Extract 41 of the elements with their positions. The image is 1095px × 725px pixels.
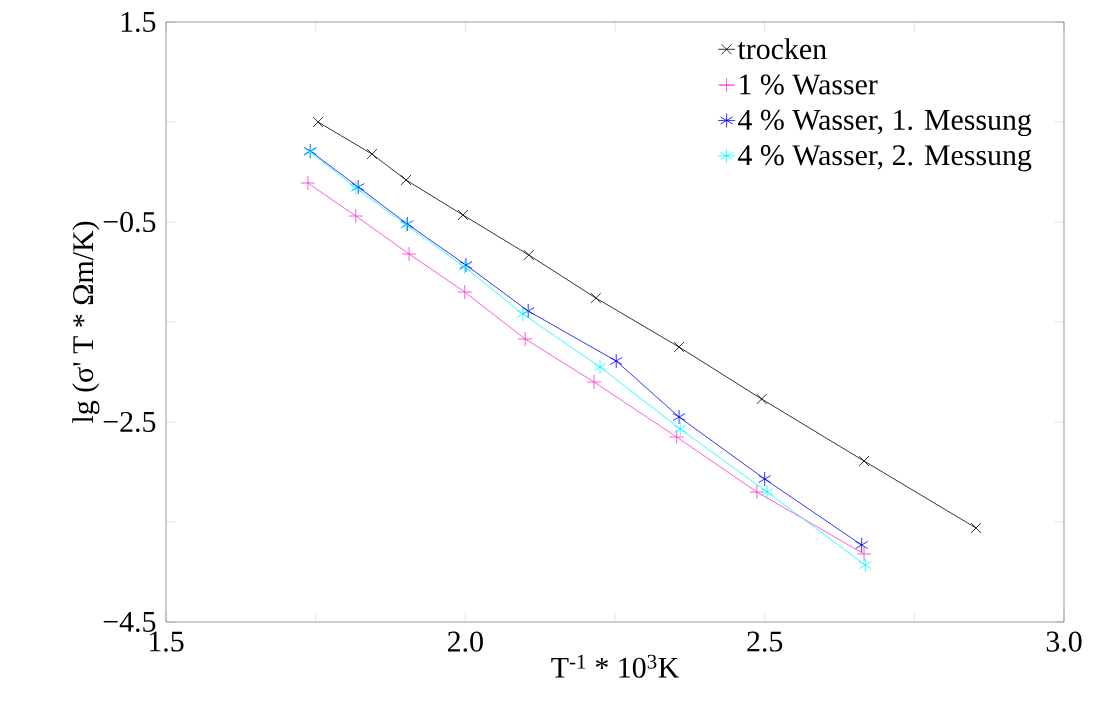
- point: [593, 359, 607, 375]
- point: [856, 546, 872, 562]
- point: [673, 341, 685, 353]
- point: [590, 292, 602, 304]
- point: [855, 537, 869, 553]
- point: [858, 455, 870, 467]
- point: [749, 484, 765, 500]
- x-tick-label: 2.5: [747, 631, 783, 652]
- point: [672, 409, 686, 425]
- point: [758, 471, 772, 487]
- legend-label: 4 % Wasser, 2. Messung: [738, 145, 1032, 172]
- y-tick-label: −4.5: [103, 611, 156, 633]
- point: [523, 249, 535, 261]
- point: [858, 557, 872, 573]
- x-tick-label: 1.5: [149, 631, 184, 652]
- point: [457, 209, 469, 221]
- point: [669, 429, 685, 445]
- y-axis-title: lg (σ' T * Ωm/K): [72, 221, 100, 423]
- point: [516, 306, 530, 322]
- point: [300, 175, 316, 191]
- point: [312, 116, 324, 128]
- point: [517, 331, 533, 347]
- legend-label: trocken: [737, 38, 827, 60]
- point: [401, 246, 417, 262]
- point: [760, 484, 774, 500]
- point: [756, 393, 768, 405]
- x-tick-label: 2.0: [447, 631, 483, 652]
- legend-label: 1 % Wasser: [740, 74, 878, 95]
- point: [673, 421, 687, 437]
- y-tick-label: 1.5: [121, 11, 156, 33]
- y-tick-label: −2.5: [103, 411, 156, 433]
- y-tick-label: −0.5: [103, 211, 156, 233]
- x-axis-title: T$^{-1}$ * 10$^{3}$K: [551, 654, 679, 678]
- legend-label: 4 % Wasser, 1. Messung: [738, 109, 1032, 137]
- point: [400, 174, 412, 186]
- x-tick-label: 3.0: [1046, 631, 1082, 652]
- point: [586, 374, 602, 390]
- point: [366, 148, 378, 160]
- point: [348, 208, 364, 224]
- point: [457, 284, 473, 300]
- point: [609, 353, 623, 369]
